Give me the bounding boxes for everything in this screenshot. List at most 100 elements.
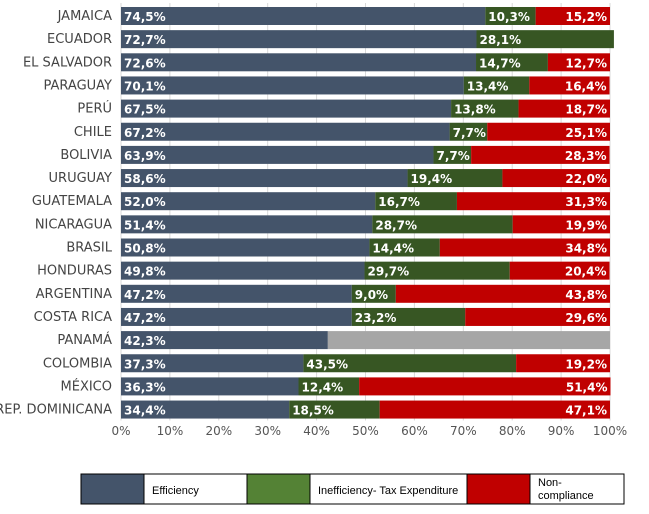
data-label: 16,4%	[565, 79, 607, 93]
data-label: 51,4%	[124, 218, 166, 232]
bar-non-compliance-costa-rica	[465, 307, 610, 326]
gridlines	[120, 3, 611, 421]
category-label: CHILE	[74, 125, 112, 140]
data-label: 74,5%	[124, 10, 166, 24]
bar-efficiency-costa-rica	[121, 307, 352, 326]
legend-label-non-compliance: Non- compliance	[538, 477, 594, 502]
data-label: 72,6%	[124, 56, 166, 70]
data-label: 34,8%	[565, 242, 607, 256]
data-label: 29,6%	[565, 311, 607, 325]
bar-inefficiency-tax-expenditure-jamaica	[485, 7, 536, 25]
bar-efficiency-nicaragua	[121, 215, 373, 234]
bar-non-compliance-el-salvador	[547, 53, 610, 72]
bar-remainder-panama	[327, 331, 610, 350]
bar-efficiency-el-salvador	[121, 53, 477, 72]
bar-non-compliance-uruguay	[502, 169, 610, 188]
data-label: 31,3%	[565, 195, 607, 209]
category-labels: JAMAICA ECUADOR EL SALVADOR PARAGUAY PERÚ CHI…	[0, 9, 113, 418]
legend-label-efficiency: Efficiency	[152, 485, 199, 497]
data-label: 16,7%	[378, 195, 420, 209]
category-label: MÉXICO	[61, 378, 112, 394]
category-label: COSTA RICA	[34, 310, 112, 325]
category-label: BRASIL	[66, 241, 112, 256]
x-tick-label: 30%	[254, 424, 281, 438]
data-label: 58,6%	[124, 172, 166, 186]
data-label: 22,0%	[565, 172, 607, 186]
bar-inefficiency-tax-expenditure-bolivia	[433, 145, 472, 164]
data-label: 19,2%	[565, 357, 607, 371]
data-label: 29,7%	[368, 265, 410, 279]
data-label: 28,3%	[565, 149, 607, 163]
x-tick-label: 0%	[111, 424, 130, 438]
x-tick-label: 100%	[593, 424, 627, 438]
x-tick-label: 10%	[157, 424, 184, 438]
data-label: 12,7%	[565, 56, 607, 70]
data-label: 13,4%	[467, 79, 509, 93]
bar-non-compliance-peru	[518, 99, 610, 118]
data-label: 37,3%	[124, 357, 166, 371]
legend-swatch-efficiency	[80, 473, 145, 505]
bar-efficiency-brasil	[121, 238, 370, 257]
bar-non-compliance-argentina	[395, 284, 610, 303]
bar-inefficiency-tax-expenditure-nicaragua	[372, 215, 513, 234]
category-label: URUGUAY	[49, 171, 113, 186]
category-label: JAMAICA	[57, 9, 113, 24]
bar-non-compliance-chile	[487, 122, 610, 141]
data-label: 42,3%	[124, 334, 166, 348]
bar-efficiency-bolivia	[121, 145, 434, 164]
data-label: 43,5%	[306, 357, 348, 371]
bar-efficiency-panama	[121, 331, 328, 350]
data-label: 36,3%	[124, 380, 166, 394]
data-label: 9,0%	[355, 288, 388, 302]
data-label: 12,4%	[302, 380, 344, 394]
legend-label-tax-expenditure: Inefficiency- Tax Expenditure	[318, 485, 458, 497]
bar-non-compliance-nicaragua	[512, 215, 610, 234]
x-axis-ticks: 0% 10% 20% 30% 40% 50% 60% 70% 80% 90% 100%	[111, 424, 627, 438]
legend-cell-non-compliance	[529, 473, 625, 505]
bar-inefficiency-tax-expenditure-colombia	[303, 354, 517, 373]
bar-inefficiency-tax-expenditure-peru	[451, 99, 519, 118]
category-label: PANAMÁ	[57, 332, 112, 348]
bar-inefficiency-tax-expenditure-costa-rica	[351, 307, 466, 326]
category-label: BOLIVIA	[60, 148, 112, 163]
bar-non-compliance-paraguay	[529, 76, 610, 95]
bar-efficiency-colombia	[121, 354, 304, 373]
bar-efficiency-chile	[121, 122, 450, 141]
bar-non-compliance-mexico	[359, 377, 611, 396]
x-tick-label: 80%	[499, 424, 526, 438]
data-label: 18,7%	[565, 103, 607, 117]
category-label: GUATEMALA	[32, 194, 112, 209]
data-label: 50,8%	[124, 242, 166, 256]
data-label: 72,7%	[124, 33, 166, 47]
category-label: EL SALVADOR	[23, 55, 112, 70]
data-label: 67,5%	[124, 103, 166, 117]
bar-efficiency-paraguay	[121, 76, 464, 95]
category-label: REP. DOMINICANA	[0, 403, 112, 418]
data-label: 28,1%	[480, 33, 522, 47]
data-label: 47,1%	[565, 404, 607, 418]
data-label: 67,2%	[124, 126, 166, 140]
data-label: 20,4%	[565, 265, 607, 279]
bar-inefficiency-tax-expenditure-honduras	[364, 261, 510, 280]
x-tick-label: 70%	[450, 424, 477, 438]
data-label: 51,4%	[566, 380, 608, 394]
bar-non-compliance-jamaica	[535, 7, 610, 25]
category-label: COLOMBIA	[43, 356, 112, 371]
bar-inefficiency-tax-expenditure-guatemala	[375, 192, 457, 211]
x-tick-label: 40%	[303, 424, 330, 438]
category-label: HONDURAS	[37, 264, 112, 279]
bar-non-compliance-rep-dominicana	[379, 400, 610, 419]
data-label: 28,7%	[375, 218, 417, 232]
data-label: 7,7%	[453, 126, 486, 140]
bar-efficiency-guatemala	[121, 192, 376, 211]
bar-inefficiency-tax-expenditure-chile	[449, 122, 488, 141]
category-label: ARGENTINA	[36, 287, 112, 302]
bar-efficiency-uruguay	[121, 169, 408, 188]
x-tick-label: 90%	[548, 424, 575, 438]
data-label: 47,2%	[124, 288, 166, 302]
bar-inefficiency-tax-expenditure-el-salvador	[476, 53, 548, 72]
legend: Efficiency Inefficiency- Tax Expenditure…	[80, 473, 625, 505]
bars: 74,5% 10,3% 15,2% 72,7% 28,1% 72,6% 14,7% 12,7%…	[121, 7, 614, 419]
legend-cell-efficiency	[143, 473, 248, 505]
bar-efficiency-argentina	[121, 284, 352, 303]
